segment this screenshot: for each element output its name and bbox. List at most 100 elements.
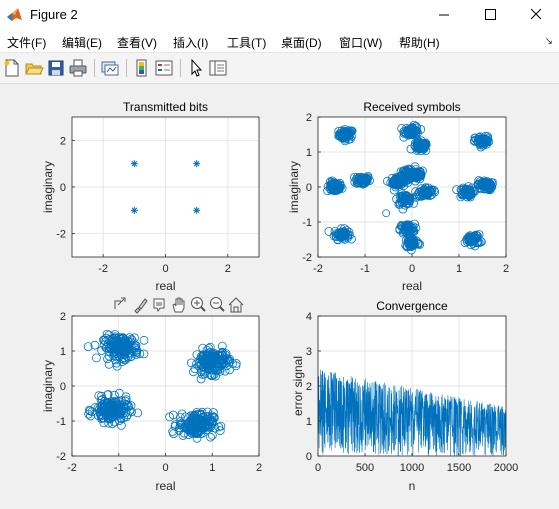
menu-overflow-icon[interactable]: ↘ [544, 36, 553, 47]
data-point [189, 413, 199, 423]
maximize-button[interactable] [467, 0, 513, 30]
data-point [404, 193, 414, 203]
y-tick-label: 1 [306, 147, 312, 159]
data-point [112, 361, 122, 371]
axes-transmitted-bits[interactable]: -2 0 2 -2 0 2 Transmitted bits real imaginary [41, 100, 260, 293]
menu-view[interactable]: 查看(V) [117, 36, 157, 50]
y-tick-label: 1 [306, 416, 312, 428]
data-point [193, 427, 202, 437]
data-point [127, 335, 137, 345]
data-point [112, 358, 121, 368]
menu-desktop[interactable]: 桌面(D) [281, 36, 322, 50]
data-point [112, 336, 122, 346]
y-tick-label: -2 [302, 252, 312, 264]
data-point [214, 361, 224, 371]
y-tick-label: 0 [306, 182, 312, 194]
pan-icon[interactable] [172, 297, 185, 313]
data-point [329, 231, 339, 241]
x-tick-label: 500 [356, 462, 374, 474]
home-icon[interactable] [228, 297, 244, 313]
data-point [192, 407, 202, 417]
x-tick-label: -1 [114, 462, 124, 474]
menu-tools[interactable]: 工具(T) [227, 36, 267, 50]
data-point [231, 358, 241, 368]
data-point [411, 165, 421, 174]
data-point [475, 132, 485, 142]
x-tick-label: -2 [67, 462, 77, 474]
zoom-out-icon[interactable] [210, 297, 225, 312]
menu-help[interactable]: 帮助(H) [399, 36, 440, 50]
data-point [217, 341, 227, 351]
x-axis-label: real [155, 479, 175, 493]
pointer-button[interactable] [186, 58, 206, 78]
data-point [344, 227, 354, 237]
data-points [130, 160, 201, 214]
legend-button[interactable] [154, 58, 174, 78]
data-point [359, 178, 369, 188]
data-tips-icon[interactable] [153, 298, 165, 313]
axes-convergence[interactable]: 0 500 1000 1500 2000 0 1 2 3 4 Convergence n erro… [291, 299, 518, 493]
export-icon[interactable] [114, 297, 126, 309]
menu-edit[interactable]: 编辑(E) [62, 36, 102, 50]
data-point [470, 233, 480, 243]
minimize-button[interactable] [421, 0, 467, 30]
close-icon [530, 8, 542, 20]
data-point [464, 233, 474, 243]
y-tick-label: 2 [60, 311, 66, 323]
data-point [335, 232, 345, 242]
zoom-in-icon[interactable] [191, 297, 206, 312]
data-points [323, 120, 498, 255]
menu-file[interactable]: 文件(F) [7, 36, 47, 50]
y-tick-label: 2 [306, 112, 312, 124]
x-tick-label: 2 [256, 462, 262, 474]
data-point [130, 160, 138, 168]
data-point [473, 231, 483, 241]
x-tick-label: 2 [503, 263, 509, 275]
data-point [119, 402, 129, 412]
error-signal-line [317, 369, 507, 457]
new-figure-button[interactable] [2, 58, 22, 78]
plot-area: -2 0 2 -2 0 2 Transmitted bits real imaginary… [41, 100, 518, 493]
tick-labels: -2 -1 0 1 2 -2 -1 0 1 2 [302, 112, 509, 275]
colorbar-button[interactable] [132, 58, 152, 78]
data-point [405, 225, 414, 234]
close-button[interactable] [513, 0, 559, 30]
open-file-button[interactable] [24, 58, 44, 78]
x-tick-label: 1000 [400, 462, 424, 474]
data-point [406, 245, 416, 255]
x-tick-label: -2 [98, 263, 108, 275]
data-point [103, 354, 112, 364]
data-point [409, 226, 419, 236]
data-point [190, 364, 200, 374]
brush-icon[interactable] [134, 298, 148, 314]
data-point [338, 229, 348, 239]
data-point [108, 412, 117, 422]
data-point [110, 404, 120, 414]
y-tick-label: 0 [60, 182, 66, 194]
x-tick-label: 1500 [447, 462, 471, 474]
axes-received-symbols[interactable]: -2 -1 0 1 2 -2 -1 0 1 2 Received symbols real ima… [287, 100, 509, 293]
link-plot-button[interactable] [100, 58, 120, 78]
menu-window[interactable]: 窗口(W) [339, 36, 383, 50]
chart-title: Transmitted bits [123, 100, 208, 114]
data-point [411, 236, 421, 246]
data-point [101, 337, 111, 347]
data-point [206, 432, 215, 442]
data-point [117, 341, 127, 351]
print-button[interactable] [68, 58, 88, 78]
menu-insert[interactable]: 插入(I) [173, 36, 209, 50]
save-icon [48, 60, 64, 76]
data-point [417, 136, 427, 146]
y-tick-label: 0 [60, 381, 66, 393]
property-inspector-button[interactable] [208, 58, 228, 78]
data-point [168, 410, 178, 420]
axes-equalized-symbols[interactable]: -2 -1 0 1 2 -2 -1 0 1 2 real imaginary [41, 311, 262, 493]
data-point [192, 350, 202, 360]
data-point [403, 196, 413, 205]
save-button[interactable] [46, 58, 66, 78]
data-point [201, 414, 211, 424]
data-point [197, 407, 207, 417]
window-title: Figure 2 [30, 7, 78, 22]
property-inspector-icon [209, 60, 227, 76]
data-point [466, 240, 476, 250]
